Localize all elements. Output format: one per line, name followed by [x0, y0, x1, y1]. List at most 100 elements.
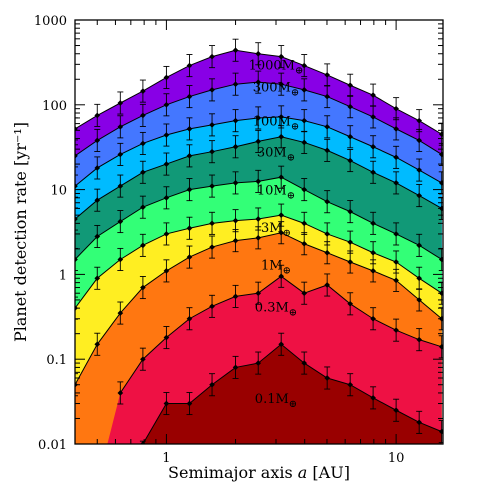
plot-frame: [74, 19, 444, 445]
point-8-13: [370, 395, 376, 401]
point-7-2: [117, 390, 124, 396]
point-5-0: [75, 305, 78, 311]
point-3-8: [255, 138, 262, 145]
point-6-11: [324, 249, 330, 256]
point-2-1: [94, 165, 101, 171]
point-0-16: [438, 131, 443, 138]
point-4-10: [301, 186, 308, 193]
band-label-2: 100M⊕: [253, 115, 300, 133]
point-1-7: [232, 81, 239, 88]
point-0-14: [393, 105, 399, 112]
point-1-15: [416, 137, 422, 144]
point-0-10: [301, 62, 308, 69]
point-7-5: [186, 315, 193, 322]
band-label-3: 30M⊕: [257, 146, 295, 164]
point-7-4: [163, 334, 170, 341]
point-0-1: [94, 112, 101, 119]
point-2-8: [255, 115, 262, 121]
point-1-13: [370, 114, 376, 120]
point-4-12: [347, 208, 354, 215]
point-2-14: [393, 154, 399, 161]
point-1-0: [75, 153, 78, 159]
point-3-10: [301, 139, 308, 146]
point-3-4: [163, 161, 170, 167]
point-0-5: [186, 62, 193, 69]
band-labels-layer: 1000M⊕ 300M⊕ 100M⊕ 30M⊕ 10M⊕ 3M⊕ 1M⊕ 0.3M⊕ 0.1M⊕: [249, 58, 304, 410]
point-5-6: [209, 220, 215, 227]
point-5-8: [255, 216, 262, 222]
point-2-13: [370, 143, 376, 150]
point-3-0: [75, 216, 78, 222]
point-7-12: [347, 300, 354, 307]
point-2-7: [232, 117, 239, 124]
point-2-6: [209, 122, 215, 128]
point-0-13: [370, 92, 376, 98]
point-7-9: [278, 273, 285, 280]
band-label-6: 1M⊕: [261, 259, 291, 277]
point-5-11: [324, 231, 330, 237]
point-4-7: [232, 180, 239, 186]
point-8-8: [255, 360, 262, 366]
point-3-12: [347, 157, 354, 164]
point-4-15: [416, 242, 422, 249]
point-6-1: [94, 341, 101, 348]
point-3-14: [393, 180, 399, 186]
point-8-9: [278, 341, 285, 348]
point-6-12: [347, 259, 354, 265]
point-2-11: [324, 123, 330, 130]
point-1-11: [324, 93, 330, 100]
point-5-2: [117, 256, 124, 263]
point-7-13: [370, 315, 376, 322]
x-axis-label: Semimajor axis a [AU]: [168, 463, 350, 482]
point-6-8: [255, 234, 262, 241]
point-2-15: [416, 167, 422, 173]
point-6-14: [393, 277, 399, 284]
point-2-2: [117, 151, 124, 158]
point-0-2: [117, 100, 124, 106]
point-7-3: [140, 356, 146, 363]
series-line-8: [142, 343, 442, 444]
point-4-3: [140, 204, 146, 211]
point-2-12: [347, 133, 354, 140]
point-3-6: [209, 148, 215, 155]
point-1-9: [278, 81, 285, 88]
point-7-11: [324, 282, 330, 288]
point-6-9: [278, 229, 285, 236]
point-4-9: [278, 174, 285, 181]
x-tick-label-1: 10: [388, 451, 405, 466]
point-6-10: [301, 240, 308, 247]
point-1-3: [140, 112, 146, 119]
band-label-0: 1000M⊕: [249, 58, 304, 76]
point-5-9: [278, 212, 285, 218]
point-6-13: [370, 268, 376, 274]
y-tick-label-0: 0.01: [38, 438, 67, 453]
point-4-6: [209, 183, 215, 189]
point-0-15: [416, 117, 422, 124]
y-tick-label-5: 1000: [34, 14, 67, 29]
point-3-1: [94, 197, 101, 204]
y-tick-label-4: 100: [42, 99, 67, 114]
point-5-13: [370, 249, 376, 256]
y-tick-label-3: 10: [50, 184, 67, 199]
point-7-7: [232, 293, 239, 300]
point-7-16: [438, 343, 443, 350]
point-7-8: [255, 290, 262, 297]
x-tick-label-0: 1: [162, 451, 170, 466]
point-4-13: [370, 220, 376, 227]
point-8-4: [163, 400, 170, 407]
point-4-14: [393, 231, 399, 237]
band-label-8: 0.1M⊕: [255, 392, 297, 410]
y-tick-label-1: 0.1: [46, 353, 67, 368]
tick-labels-layer: 0.01 0.1 1 10 100 1000 1 10: [34, 14, 404, 466]
point-0-12: [347, 82, 354, 89]
point-5-14: [393, 259, 399, 265]
point-8-10: [301, 360, 308, 366]
point-6-3: [140, 284, 146, 291]
point-6-2: [117, 310, 124, 316]
point-5-7: [232, 217, 239, 224]
point-3-3: [140, 169, 146, 176]
point-3-15: [416, 192, 422, 199]
point-1-6: [209, 87, 215, 93]
point-8-15: [416, 419, 422, 426]
point-8-5: [186, 400, 193, 407]
